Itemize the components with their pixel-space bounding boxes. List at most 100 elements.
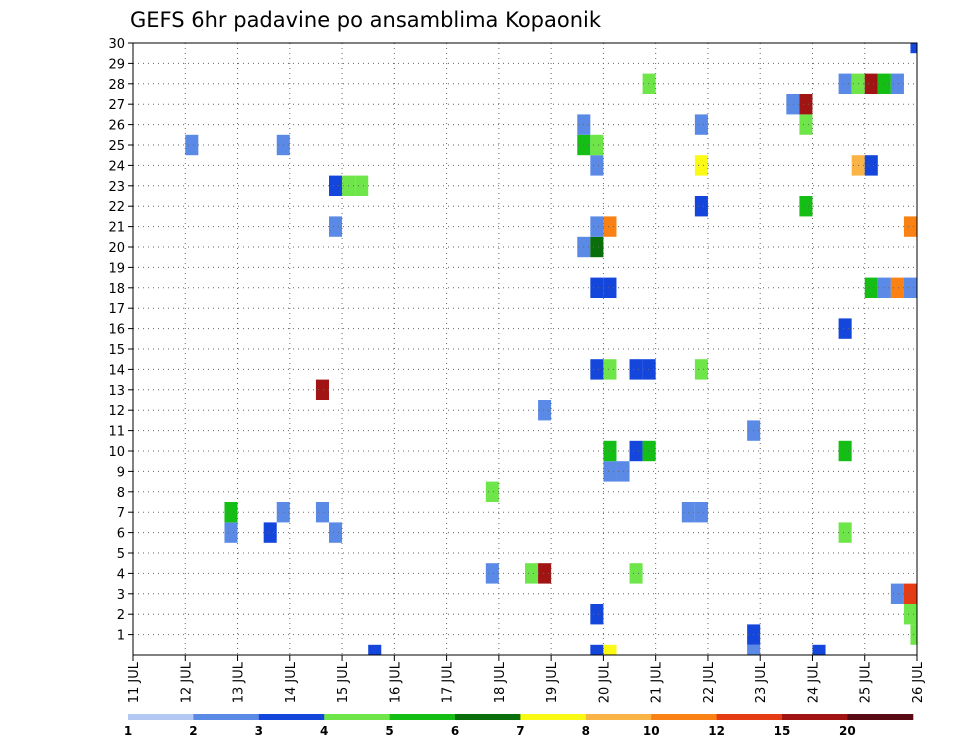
colorbar-label: 1 bbox=[124, 724, 132, 738]
y-tick-label: 24 bbox=[108, 159, 125, 174]
x-tick-label: 16 JUL bbox=[388, 661, 403, 703]
colorbar-label: 6 bbox=[451, 724, 459, 738]
y-tick-label: 3 bbox=[117, 588, 125, 603]
colorbar-label: 3 bbox=[255, 724, 263, 738]
ensemble-cell bbox=[485, 563, 499, 584]
ensemble-cell bbox=[315, 502, 329, 523]
ensemble-cell bbox=[629, 563, 643, 584]
ensemble-cell bbox=[838, 522, 852, 543]
y-tick-label: 10 bbox=[108, 445, 125, 460]
y-tick-label: 13 bbox=[108, 384, 125, 399]
colorbar-label: 10 bbox=[643, 724, 660, 738]
ensemble-cell bbox=[355, 175, 369, 196]
colorbar-segment bbox=[847, 714, 914, 720]
ensemble-cell bbox=[812, 644, 826, 655]
y-tick-label: 26 bbox=[108, 119, 125, 134]
ensemble-cell bbox=[603, 277, 617, 298]
x-tick-label: 18 JUL bbox=[493, 661, 508, 703]
colorbar-label: 20 bbox=[839, 724, 856, 738]
x-tick-label: 12 JUL bbox=[179, 661, 194, 703]
y-tick-label: 2 bbox=[117, 608, 125, 623]
ensemble-cell bbox=[603, 461, 617, 482]
ensemble-cell bbox=[603, 216, 617, 237]
ensemble-cell bbox=[590, 604, 604, 625]
ensemble-cell bbox=[864, 155, 878, 176]
y-tick-label: 28 bbox=[108, 78, 125, 93]
ensemble-cell bbox=[799, 94, 813, 115]
colorbar-label: 12 bbox=[708, 724, 725, 738]
colorbar-segment bbox=[520, 714, 587, 720]
colorbar-label: 15 bbox=[774, 724, 791, 738]
ensemble-cell bbox=[890, 277, 904, 298]
colorbar-segment bbox=[651, 714, 718, 720]
ensemble-cell bbox=[903, 216, 917, 237]
ensemble-cell bbox=[603, 359, 617, 380]
y-tick-label: 29 bbox=[108, 57, 125, 72]
y-tick-label: 30 bbox=[108, 37, 125, 52]
y-tick-label: 19 bbox=[108, 261, 125, 276]
ensemble-cell bbox=[329, 175, 343, 196]
y-tick-label: 9 bbox=[117, 465, 125, 480]
colorbar-segment bbox=[585, 714, 652, 720]
x-tick-label: 23 JUL bbox=[754, 661, 769, 703]
x-tick-label: 20 JUL bbox=[597, 661, 612, 703]
x-axis: 11 JUL 12 JUL 13 JUL 14 JUL 15 JUL 16 JUL 17 J… bbox=[127, 655, 926, 703]
ensemble-cell bbox=[538, 400, 552, 421]
ensemble-cell bbox=[629, 359, 643, 380]
colorbar-segment bbox=[258, 714, 325, 720]
ensemble-cell bbox=[903, 583, 917, 604]
y-tick-label: 27 bbox=[108, 98, 125, 113]
ensemble-cell bbox=[903, 277, 917, 298]
y-tick-label: 25 bbox=[108, 139, 125, 154]
ensemble-cell bbox=[590, 155, 604, 176]
y-tick-label: 20 bbox=[108, 241, 125, 256]
ensemble-cell bbox=[786, 94, 800, 115]
colorbar-segment bbox=[128, 714, 194, 720]
ensemble-cell bbox=[485, 481, 499, 502]
ensemble-cell bbox=[368, 644, 382, 655]
x-tick-label: 14 JUL bbox=[284, 661, 299, 703]
ensemble-cell bbox=[694, 155, 708, 176]
ensemble-cell bbox=[694, 359, 708, 380]
ensemble-cell bbox=[877, 277, 891, 298]
ensemble-cell bbox=[799, 196, 813, 217]
ensemble-cell bbox=[538, 563, 552, 584]
y-tick-label: 22 bbox=[108, 200, 125, 215]
x-tick-label: 11 JUL bbox=[127, 661, 142, 703]
ensemble-cell bbox=[838, 73, 852, 94]
ensemble-cell bbox=[224, 502, 238, 523]
colorbar-label: 4 bbox=[320, 724, 328, 738]
ensemble-cell bbox=[224, 522, 238, 543]
colorbar-segment bbox=[716, 714, 783, 720]
ensemble-cell bbox=[590, 134, 604, 156]
x-tick-label: 21 JUL bbox=[650, 661, 665, 703]
ensemble-cell bbox=[890, 73, 904, 94]
colorbar-legend: 1 2 3 4 5 6 7 8 10 12 15 20 bbox=[124, 714, 914, 738]
colorbar-label: 8 bbox=[582, 724, 590, 738]
ensemble-cell bbox=[603, 440, 617, 462]
y-tick-label: 4 bbox=[117, 567, 125, 582]
ensemble-cell bbox=[185, 134, 199, 156]
y-tick-label: 21 bbox=[108, 221, 125, 236]
ensemble-cell bbox=[525, 563, 539, 584]
grid-lines bbox=[133, 43, 917, 655]
ensemble-cell bbox=[590, 277, 604, 298]
colorbar-label: 2 bbox=[189, 724, 197, 738]
x-tick-label: 19 JUL bbox=[545, 661, 560, 703]
y-tick-label: 5 bbox=[117, 547, 125, 562]
ensemble-cell bbox=[329, 522, 343, 543]
ensemble-cell bbox=[642, 359, 656, 380]
ensemble-cell bbox=[694, 114, 708, 135]
colorbar-segment bbox=[455, 714, 521, 720]
y-tick-label: 1 bbox=[117, 629, 125, 644]
ensemble-cell bbox=[864, 277, 878, 298]
y-tick-label: 16 bbox=[108, 323, 125, 338]
ensemble-cell bbox=[263, 522, 277, 543]
x-tick-label: 13 JUL bbox=[232, 661, 247, 703]
colorbar-segment bbox=[782, 714, 848, 720]
y-tick-label: 6 bbox=[117, 527, 125, 542]
y-tick-label: 23 bbox=[108, 180, 125, 195]
ensemble-cell bbox=[864, 73, 878, 94]
ensemble-cell bbox=[315, 379, 329, 400]
y-tick-label: 18 bbox=[108, 282, 125, 297]
